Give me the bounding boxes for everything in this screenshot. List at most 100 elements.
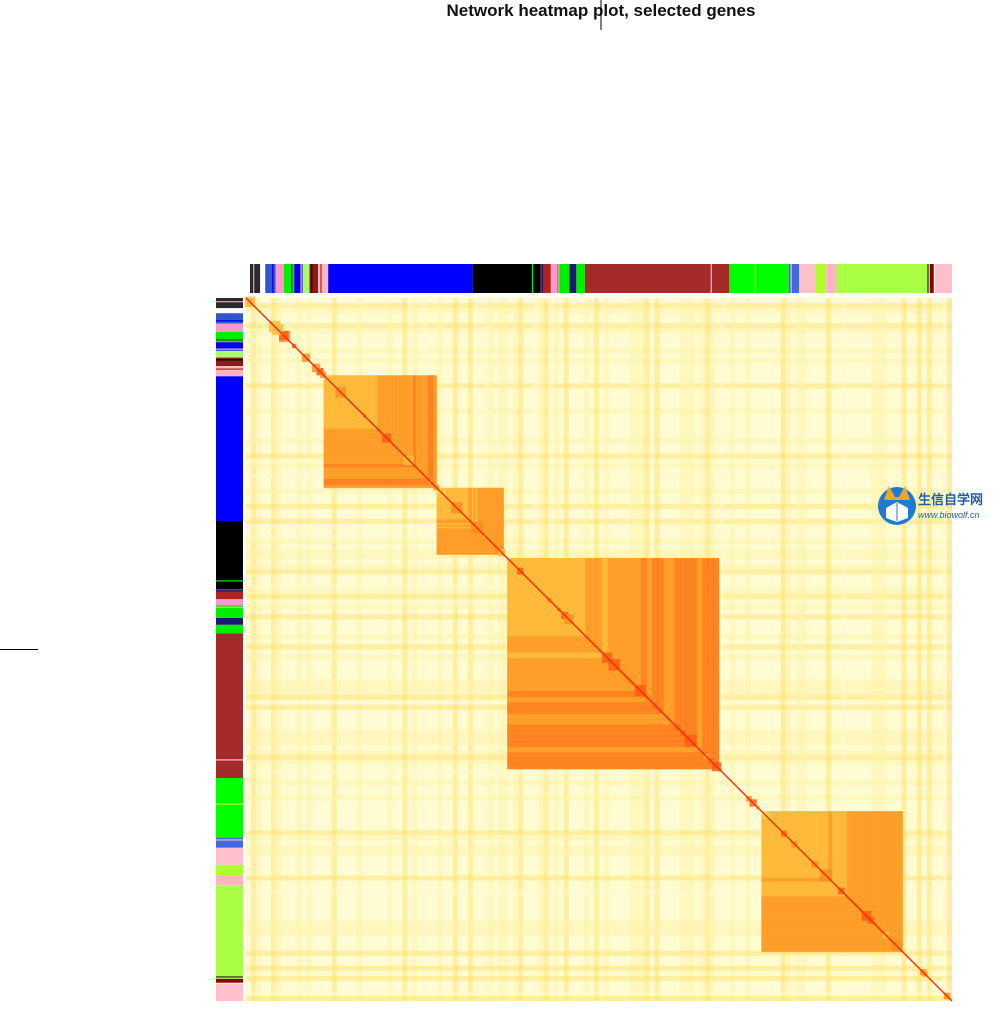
heatmap-block-row [761,855,810,860]
heatmap-block-row [761,877,832,882]
heatmap-block-column [335,375,339,391]
heatmap-block-column [640,558,647,697]
heatmap-column-stripe [745,298,751,1001]
heatmap-block-row [507,602,558,609]
heatmap-block-row [761,840,795,845]
heatmap-block-column [828,811,833,882]
top-module-segment [309,264,318,293]
heatmap-block-row [436,540,492,543]
left-module-segment [216,357,243,367]
top-module-stripe [311,264,313,293]
top-module-stripe [300,264,302,293]
heatmap-block-column [371,375,375,426]
heatmap-block-column [787,811,792,841]
heatmap-block-row [323,425,378,430]
heatmap-block-column [459,487,462,513]
heatmap-block-row [761,922,877,927]
heatmap-block-column [802,811,807,856]
heatmap-block-row [507,757,714,764]
heatmap-block-column [470,487,473,523]
heatmap-block-row [761,833,788,838]
heatmap-block-row [323,407,360,412]
heatmap-block-row [507,746,703,753]
heatmap-block-column [427,375,432,482]
heatmap-block-row [436,508,460,512]
heatmap-column-stripe [946,298,952,1001]
heatmap-block-row [323,393,345,397]
heatmap-block-column [341,375,345,397]
left-module-segment [216,520,243,590]
heatmap-block-row [761,818,773,823]
heatmap-block-column [448,487,452,502]
heatmap-row-stripe [246,328,952,334]
left-module-stripe [216,580,243,582]
heatmap-block-row [323,478,431,483]
left-module-stripe [216,982,243,984]
heatmap-block-row [761,851,806,856]
heatmap-block-row [761,944,899,949]
heatmap-block-column [356,375,360,411]
left-module-segment [216,978,243,984]
heatmap-block-row [436,494,446,497]
heatmap-column-stripe [387,298,393,1001]
heatmap-column-stripe [916,298,922,1001]
heatmap-block-row [436,493,444,496]
heatmap-block-row [436,529,481,533]
heatmap-block-row [507,763,720,770]
heatmap-block-column [839,811,844,893]
heatmap-column-stripe [901,298,907,1001]
heatmap-column-stripe [286,298,292,1001]
heatmap-block-column [668,558,675,725]
heatmap-block-row [761,948,903,953]
heatmap-block-column [551,558,558,609]
heatmap-block-row [507,696,653,703]
heatmap-block-column [652,558,659,708]
heatmap-column-stripe [926,298,932,1001]
heatmap-block-row [761,899,855,905]
heatmap-block-column [568,558,575,625]
heatmap-block-row [761,933,888,938]
left-module-segment [216,376,243,521]
heatmap-block-column [607,558,614,664]
heatmap-block-row [761,829,784,834]
heatmap-block-row [323,440,393,444]
heatmap-block-row [507,641,597,648]
heatmap-column-stripe [467,298,473,1001]
heatmap-row-stripe [246,975,952,981]
left-module-stripe [216,605,243,607]
heatmap-block-column [477,487,480,530]
heatmap-column-stripe [876,298,882,1001]
heatmap-row-stripe [246,488,952,494]
heatmap-block-row [761,888,844,893]
heatmap-block-column [846,811,851,900]
heatmap-block-row [323,396,348,400]
heatmap-block-column [869,811,874,923]
heatmap-block-column [783,811,788,838]
left-module-segment [216,589,243,600]
top-module-segment [275,264,284,293]
top-module-stripe [541,264,543,293]
heatmap-block-column [421,375,426,476]
heatmap-block-row [323,404,357,409]
heatmap-column-stripe [871,298,877,1001]
left-module-stripe [216,301,243,303]
heatmap-block-row [323,452,404,456]
left-module-segment [216,313,243,324]
left-module-color-bar [216,298,243,1001]
left-module-segment [216,308,243,314]
left-module-segment [216,618,243,625]
top-module-segment [260,264,266,293]
heatmap-block-row [507,713,669,720]
heatmap-block-row [323,416,369,421]
heatmap-column-stripe [256,298,262,1001]
top-module-segment [472,264,541,293]
heatmap-block-row [323,473,425,477]
heatmap-block-column [473,487,476,527]
left-module-segment [216,323,243,333]
heatmap-block-row [436,501,453,505]
heatmap-block-row [323,434,387,438]
heatmap-block-row [761,940,896,945]
heatmap-block-row [323,464,416,468]
heatmap-block-column [618,558,625,675]
heatmap-block-column [817,811,822,871]
